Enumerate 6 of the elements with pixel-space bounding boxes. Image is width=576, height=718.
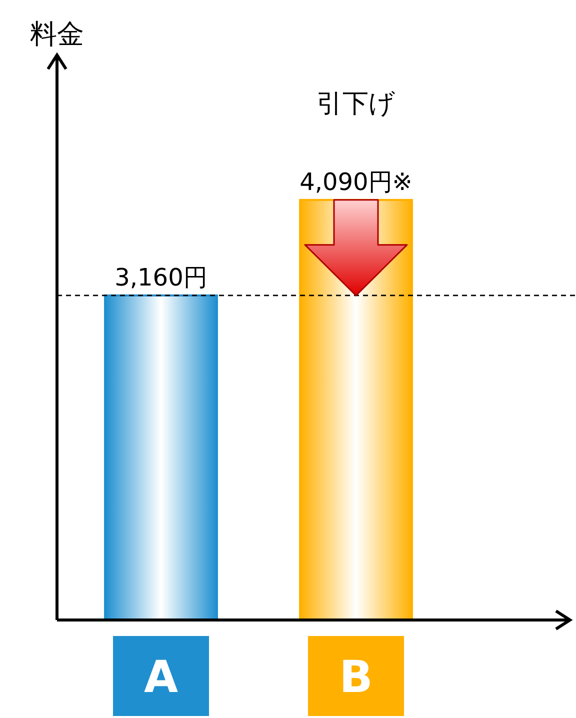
x-tick-label: A	[144, 652, 178, 703]
data-label: 4,090円※	[300, 168, 412, 196]
x-tick-label: B	[339, 652, 373, 703]
data-label: 3,160円	[114, 263, 208, 292]
text: 料金	[30, 19, 84, 50]
text: 引下げ	[316, 89, 396, 119]
